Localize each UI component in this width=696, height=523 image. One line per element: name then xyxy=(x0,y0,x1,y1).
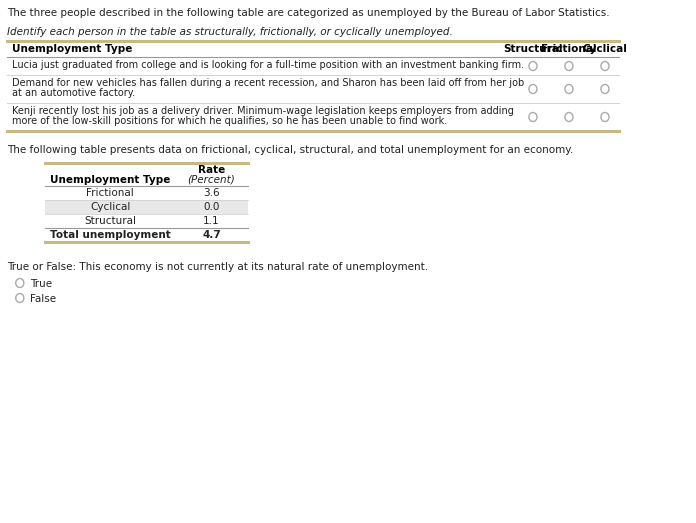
Text: 1.1: 1.1 xyxy=(203,216,220,226)
Text: (Percent): (Percent) xyxy=(188,175,235,185)
Text: Unemployment Type: Unemployment Type xyxy=(12,44,132,54)
Text: The three people described in the following table are categorized as unemployed : The three people described in the follow… xyxy=(7,8,610,18)
Text: Total unemployment: Total unemployment xyxy=(50,230,171,240)
Text: Cyclical: Cyclical xyxy=(90,202,130,212)
Text: Unemployment Type: Unemployment Type xyxy=(49,175,170,185)
Text: False: False xyxy=(30,294,56,304)
Bar xyxy=(45,200,248,214)
Text: Frictional: Frictional xyxy=(86,188,134,198)
Text: The following table presents data on frictional, cyclical, structural, and total: The following table presents data on fri… xyxy=(7,145,574,155)
Text: Structural: Structural xyxy=(503,44,562,54)
Text: 0.0: 0.0 xyxy=(203,202,220,212)
Text: True or False: This economy is not currently at its natural rate of unemployment: True or False: This economy is not curre… xyxy=(7,262,428,272)
Text: Lucia just graduated from college and is looking for a full-time position with a: Lucia just graduated from college and is… xyxy=(12,60,524,70)
Text: Kenji recently lost his job as a delivery driver. Minimum-wage legislation keeps: Kenji recently lost his job as a deliver… xyxy=(12,106,514,116)
Text: 4.7: 4.7 xyxy=(202,230,221,240)
Text: Identify each person in the table as structurally, frictionally, or cyclically u: Identify each person in the table as str… xyxy=(7,27,453,37)
Text: Structural: Structural xyxy=(84,216,136,226)
Text: at an automotive factory.: at an automotive factory. xyxy=(12,88,135,98)
Text: Rate: Rate xyxy=(198,165,226,175)
Text: True: True xyxy=(30,279,52,289)
Text: Demand for new vehicles has fallen during a recent recession, and Sharon has bee: Demand for new vehicles has fallen durin… xyxy=(12,78,524,88)
Text: Cyclical: Cyclical xyxy=(583,44,627,54)
Text: Frictional: Frictional xyxy=(541,44,596,54)
Text: 3.6: 3.6 xyxy=(203,188,220,198)
Text: more of the low-skill positions for which he qualifies, so he has been unable to: more of the low-skill positions for whic… xyxy=(12,116,447,126)
